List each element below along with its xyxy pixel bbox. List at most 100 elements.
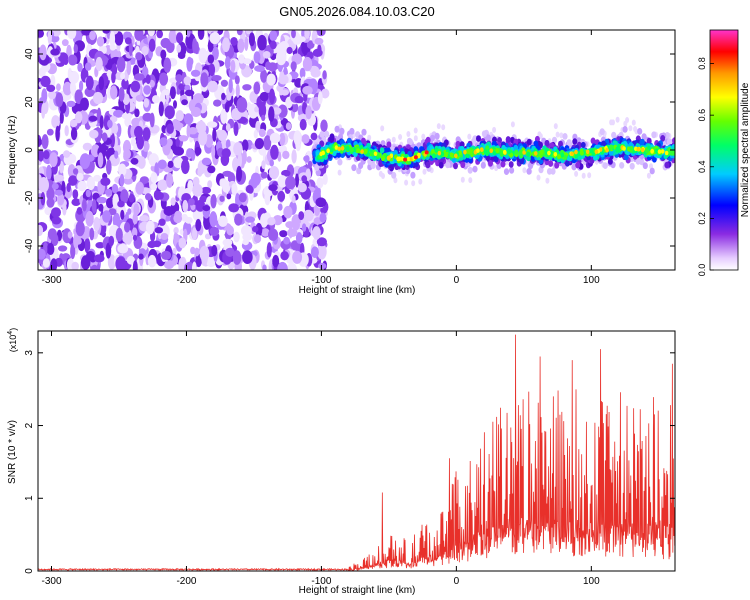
- ridge-cell: [440, 151, 445, 157]
- noise-cell: [242, 58, 252, 65]
- noise-cell: [217, 129, 228, 142]
- ridge-cell: [580, 141, 586, 149]
- noise-cell: [178, 135, 189, 142]
- noise-cell: [184, 89, 195, 97]
- noise-cell: [150, 183, 158, 191]
- ridge-cell: [356, 167, 362, 175]
- noise-cell: [158, 101, 164, 117]
- ridge-cell: [495, 148, 500, 154]
- noise-cell: [277, 175, 288, 188]
- noise-cell: [70, 243, 76, 260]
- noise-cell: [186, 148, 194, 158]
- noise-cell: [99, 115, 104, 130]
- noise-cell: [96, 36, 105, 47]
- noise-cell: [253, 81, 261, 95]
- noise-cell: [156, 30, 163, 39]
- noise-cell: [255, 120, 261, 133]
- noise-cell: [41, 134, 49, 150]
- snr-x-axis: -300 -200 -100 0 100: [41, 331, 600, 587]
- noise-cell: [322, 173, 328, 185]
- ridge-cell: [519, 149, 523, 155]
- colorbar-tick-label: 0.6: [697, 109, 707, 122]
- noise-cell: [199, 195, 208, 203]
- ridge-cell: [601, 140, 606, 147]
- noise-cell: [69, 119, 78, 128]
- noise-cell: [120, 72, 126, 80]
- ridge-cell: [451, 157, 457, 163]
- noise-cell: [192, 227, 198, 241]
- noise-cell: [51, 233, 59, 247]
- noise-cell: [222, 238, 233, 247]
- noise-cell: [283, 236, 290, 245]
- noise-cell: [124, 222, 131, 233]
- noise-cell: [134, 30, 144, 41]
- noise-cell: [413, 127, 418, 134]
- y-tick-label: -20: [24, 190, 35, 205]
- noise-cell: [80, 97, 89, 111]
- noise-cell: [109, 85, 118, 100]
- noise-cell: [112, 193, 119, 209]
- noise-cell: [130, 137, 137, 147]
- noise-cell: [147, 30, 155, 37]
- noise-cell: [233, 142, 243, 156]
- noise-cell: [124, 37, 132, 45]
- ridge-cell: [593, 154, 598, 161]
- ridge-cell: [345, 145, 350, 152]
- noise-cell: [628, 125, 633, 132]
- noise-cell: [418, 178, 423, 185]
- noise-cell: [241, 139, 249, 152]
- noise-cell: [154, 227, 163, 234]
- noise-cell: [235, 83, 240, 98]
- noise-cell: [304, 30, 310, 39]
- noise-cell: [80, 255, 91, 270]
- noise-cell: [555, 131, 560, 138]
- noise-cell: [203, 214, 211, 230]
- noise-cell: [248, 32, 255, 47]
- noise-cell: [574, 170, 579, 177]
- ridge-cell: [646, 137, 652, 145]
- noise-cell: [633, 126, 638, 132]
- noise-cell: [316, 237, 327, 247]
- noise-cell: [157, 192, 164, 200]
- ridge-cell: [334, 145, 339, 150]
- noise-cell: [269, 40, 277, 50]
- ridge-cell: [514, 149, 519, 155]
- noise-cell: [135, 94, 144, 102]
- noise-cell: [178, 257, 185, 270]
- ridge-cell: [397, 156, 402, 161]
- ridge-cell: [468, 149, 473, 155]
- noise-cell: [297, 105, 304, 117]
- ridge-cell: [660, 135, 666, 142]
- ridge-cell: [645, 148, 650, 154]
- noise-cell: [413, 135, 418, 142]
- noise-cell: [404, 179, 409, 186]
- noise-cell: [108, 208, 117, 216]
- noise-cell: [190, 246, 196, 255]
- x-tick-label: 100: [583, 275, 600, 286]
- noise-cell: [50, 48, 60, 56]
- noise-cell: [48, 248, 54, 255]
- noise-cell: [166, 172, 174, 188]
- ridge-cell: [329, 147, 334, 153]
- noise-cell: [88, 115, 98, 122]
- y-tick-label: -40: [24, 238, 35, 253]
- noise-cell: [173, 227, 179, 234]
- noise-cell: [107, 254, 116, 270]
- noise-cell: [293, 130, 302, 146]
- noise-cell: [322, 70, 327, 80]
- ridge-cell: [445, 161, 451, 169]
- ridge-cell: [425, 161, 431, 169]
- noise-cell: [126, 255, 135, 265]
- ridge-cell: [611, 131, 617, 139]
- noise-cell: [406, 131, 411, 137]
- noise-cell: [209, 31, 221, 45]
- noise-cell: [93, 254, 105, 263]
- ridge-cell: [393, 149, 398, 156]
- noise-cell: [165, 40, 175, 53]
- noise-cell: [172, 247, 177, 254]
- noise-cell: [260, 171, 268, 179]
- noise-cell: [270, 144, 279, 160]
- ridge-cell: [635, 157, 641, 165]
- ridge-cell: [361, 128, 367, 136]
- noise-cell: [197, 30, 205, 40]
